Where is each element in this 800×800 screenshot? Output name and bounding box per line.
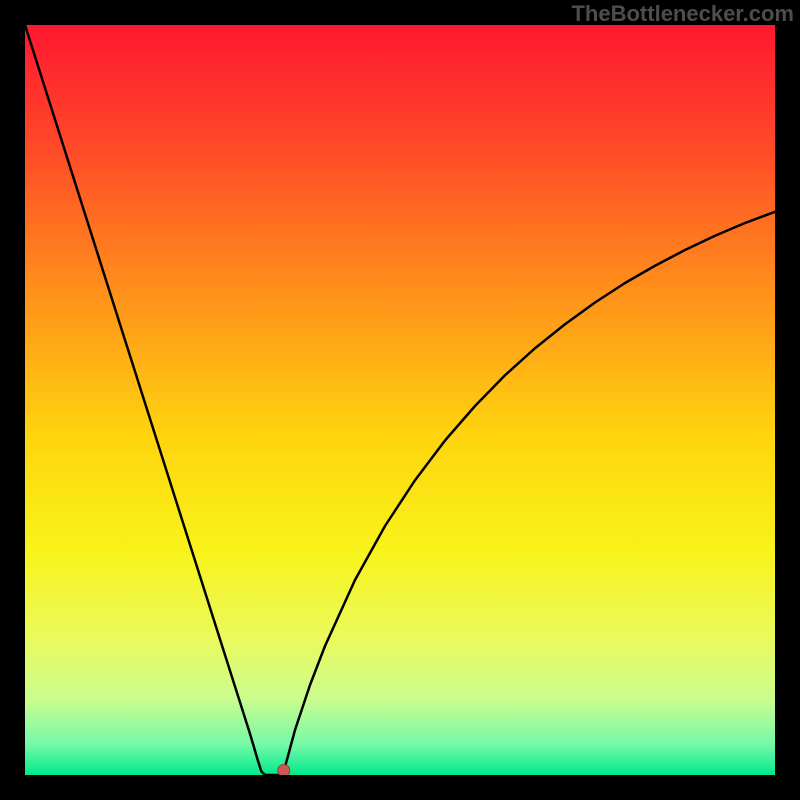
chart-stage: TheBottlenecker.com: [0, 0, 800, 800]
plot-area: [25, 25, 775, 775]
chart-svg: [25, 25, 775, 775]
gradient-background: [25, 25, 775, 775]
watermark-text: TheBottlenecker.com: [571, 1, 794, 27]
optimal-point-marker: [278, 765, 290, 776]
